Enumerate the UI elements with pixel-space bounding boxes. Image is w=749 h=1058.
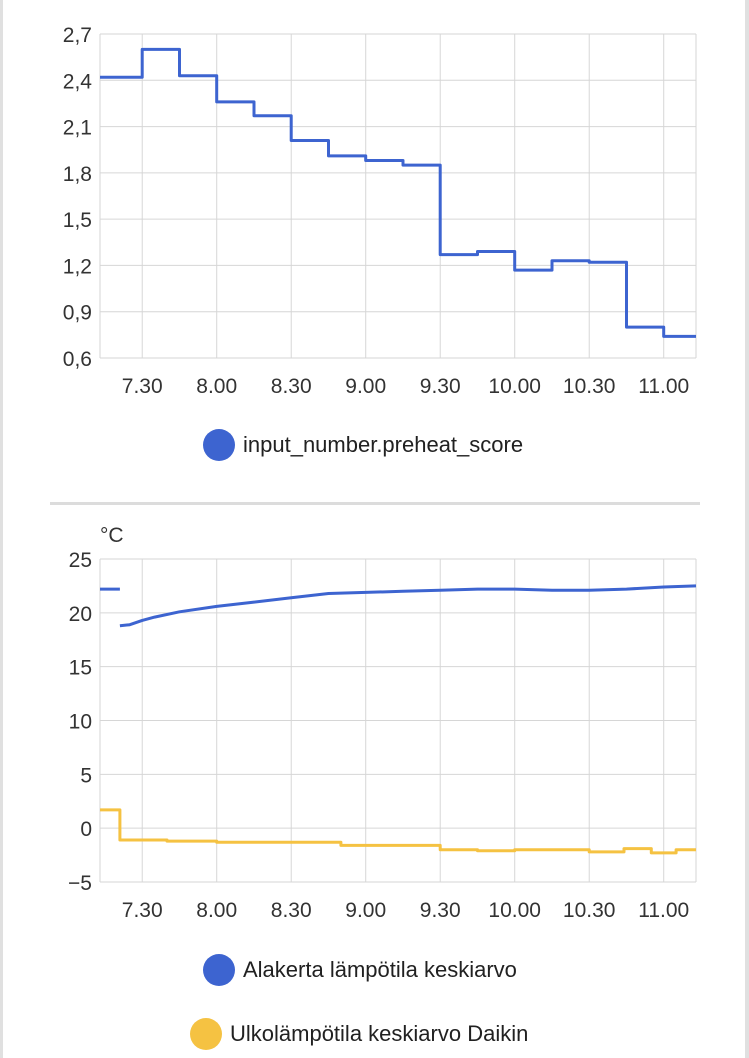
y-tick-label: 1,5 [63, 209, 92, 232]
series-path [119, 584, 697, 628]
x-tick-label: 8.30 [271, 375, 312, 398]
x-tick-label: 10.30 [563, 375, 616, 398]
y-tick-label: 0 [80, 818, 92, 841]
y-tick-label: 0,9 [63, 302, 92, 325]
scrollbar-track[interactable] [745, 0, 749, 1058]
legend-label: Ulkolämpötila keskiarvo Daikin [230, 1021, 529, 1046]
x-tick-label: 11.00 [638, 899, 689, 922]
series-line [100, 584, 697, 628]
x-tick-label: 9.00 [345, 375, 386, 398]
legend-label: input_number.preheat_score [243, 432, 524, 457]
series-path [100, 47, 696, 338]
x-tick-label: 7.30 [122, 899, 163, 922]
legend-dot-icon [203, 429, 235, 461]
series-line [100, 808, 696, 855]
y-tick-label: 5 [80, 764, 92, 787]
x-tick-label: 8.30 [271, 899, 312, 922]
y-tick-label: −5 [68, 872, 92, 895]
series-path [100, 808, 696, 855]
grid [99, 558, 697, 883]
y-tick-label: 1,2 [63, 255, 92, 278]
unit-label: °C [100, 524, 124, 547]
y-tick-label: 1,8 [63, 163, 92, 186]
legend-dot-icon [190, 1018, 222, 1050]
series-line [100, 47, 696, 338]
card-divider [50, 502, 700, 505]
x-tick-label: 10.00 [488, 899, 541, 922]
x-tick-label: 9.30 [420, 899, 461, 922]
x-tick-label: 9.30 [420, 375, 461, 398]
temperature-chart: −5 0 5 10 15 20 25 7.30 8.00 8.30 9.00 9.30 10.00 10.… [68, 524, 697, 922]
history-card-temperatures: −5 0 5 10 15 20 25 7.30 8.00 8.30 9.00 9.30 10.00 10.… [48, 500, 702, 1058]
y-tick-label: 25 [69, 549, 92, 572]
x-tick-label: 10.00 [488, 375, 541, 398]
y-tick-label: 0,6 [63, 348, 92, 371]
y-tick-label: 2,7 [63, 24, 92, 47]
x-tick-label: 10.30 [563, 899, 616, 922]
y-tick-label: 2,1 [63, 117, 92, 140]
y-tick-label: 10 [69, 711, 92, 734]
legend-item-alakerta[interactable]: Alakerta lämpötila keskiarvo [203, 954, 517, 986]
legend-item-ulkolampotila[interactable]: Ulkolämpötila keskiarvo Daikin [190, 1018, 528, 1050]
preheat-score-chart: 0,6 0,9 1,2 1,5 1,8 2,1 2,4 2,7 7.30 8.00 8.30 9.00… [63, 24, 697, 398]
legend-label: Alakerta lämpötila keskiarvo [243, 957, 517, 982]
y-tick-label: 2,4 [63, 70, 93, 93]
left-edge [0, 0, 3, 1058]
x-tick-label: 8.00 [196, 899, 237, 922]
grid [99, 33, 697, 359]
y-tick-label: 15 [69, 657, 92, 680]
x-tick-label: 8.00 [196, 375, 237, 398]
legend-dot-icon [203, 954, 235, 986]
x-tick-label: 9.00 [345, 899, 386, 922]
history-card-preheat-score: 0,6 0,9 1,2 1,5 1,8 2,1 2,4 2,7 7.30 8.00 8.30 9.00… [48, 0, 702, 500]
legend-item-preheat-score[interactable]: input_number.preheat_score [203, 429, 523, 461]
y-tick-label: 20 [69, 603, 92, 626]
x-tick-label: 11.00 [638, 375, 689, 398]
x-tick-label: 7.30 [122, 375, 163, 398]
